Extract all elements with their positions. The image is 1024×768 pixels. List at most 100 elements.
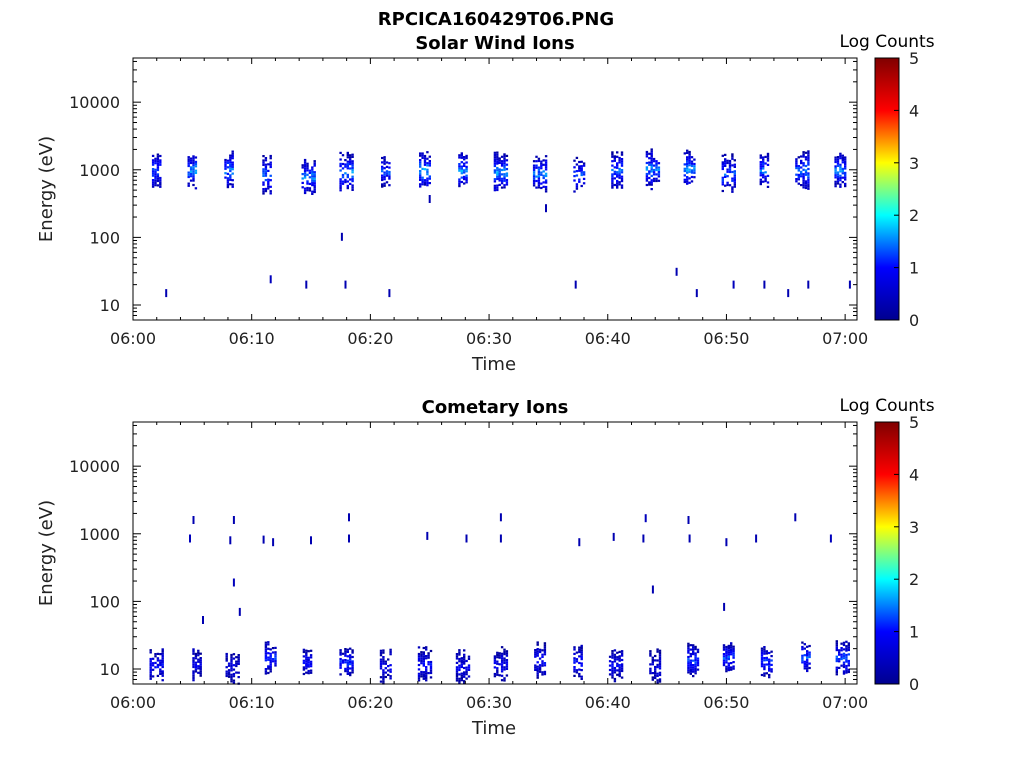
data-cell	[722, 653, 726, 656]
data-cell	[840, 649, 843, 652]
data-cell	[580, 677, 583, 680]
data-cell	[493, 160, 497, 163]
colorbar	[874, 57, 900, 321]
data-cell	[419, 161, 422, 164]
data-cell	[759, 154, 762, 157]
data-cell	[159, 176, 162, 180]
data-cell	[388, 175, 391, 178]
data-cell	[199, 663, 202, 666]
data-cell	[498, 168, 501, 171]
data-cell	[264, 668, 268, 671]
data-cell	[657, 166, 661, 169]
data-cell	[834, 158, 837, 161]
data-cell	[760, 654, 764, 657]
data-cell	[351, 155, 354, 158]
data-cell	[224, 161, 227, 164]
data-cell	[505, 168, 509, 171]
data-cell	[503, 650, 506, 653]
data-cell	[262, 155, 265, 158]
data-cell	[500, 173, 504, 176]
data-cell	[532, 182, 536, 185]
data-cell	[505, 163, 509, 166]
data-cell	[582, 171, 586, 174]
data-cell	[652, 179, 656, 183]
data-cell	[804, 182, 808, 185]
data-cell	[727, 647, 730, 650]
data-cell	[303, 163, 307, 166]
data-cell	[613, 649, 617, 652]
data-cell	[650, 183, 653, 186]
data-cell	[616, 658, 619, 661]
data-cell	[465, 161, 468, 164]
data-cell	[427, 652, 430, 655]
data-cell	[616, 155, 619, 158]
data-cell	[192, 172, 195, 176]
data-cell	[804, 169, 808, 172]
data-cell	[382, 651, 385, 654]
colorbar-tick-label: 4	[909, 465, 919, 484]
data-cell	[493, 657, 497, 660]
data-cell	[687, 671, 690, 674]
data-cell	[429, 671, 433, 675]
data-cell	[149, 677, 152, 680]
data-cell	[460, 676, 463, 680]
data-cell	[417, 652, 421, 656]
data-cell	[154, 181, 157, 185]
data-cell	[540, 182, 543, 185]
data-cell	[498, 161, 501, 164]
data-cell	[379, 651, 383, 655]
data-cell	[230, 656, 233, 659]
data-cell	[161, 652, 164, 655]
data-cell	[655, 162, 658, 165]
data-cell	[161, 650, 164, 653]
data-cell	[801, 661, 804, 664]
data-cell	[689, 661, 692, 664]
data-cell	[301, 181, 304, 184]
data-cell	[656, 672, 659, 675]
data-cell	[463, 653, 466, 656]
data-cell	[611, 179, 614, 183]
data-cell	[230, 653, 233, 657]
data-cell	[730, 642, 733, 645]
data-cell	[732, 650, 735, 653]
data-cell	[465, 176, 468, 179]
data-cell	[264, 648, 268, 651]
data-cell	[313, 162, 316, 165]
data-cell	[692, 666, 695, 669]
data-cell	[759, 183, 762, 186]
data-cell	[271, 660, 275, 663]
data-cell	[620, 654, 624, 657]
data-cell	[306, 169, 309, 172]
y-tick-label: 10	[100, 660, 120, 679]
data-cell	[307, 650, 310, 653]
data-cell	[154, 162, 157, 165]
data-cell	[806, 667, 809, 670]
data-cell	[346, 655, 349, 658]
data-cell	[230, 664, 233, 668]
data-cell	[229, 156, 232, 159]
data-cell	[618, 650, 621, 653]
data-cell	[728, 168, 732, 171]
data-cell	[493, 156, 497, 159]
data-cell	[463, 675, 466, 678]
data-cell	[648, 183, 651, 186]
data-cell	[760, 649, 764, 652]
data-cell	[686, 178, 689, 181]
data-cell	[536, 674, 539, 677]
data-cell	[313, 173, 316, 176]
colorbar	[874, 421, 900, 685]
data-cell	[500, 179, 504, 183]
data-cell	[423, 159, 427, 162]
data-cell	[384, 660, 387, 663]
data-cell	[349, 663, 352, 666]
data-cell	[423, 154, 427, 158]
data-cell	[611, 665, 614, 668]
data-cell	[689, 672, 692, 675]
data-cell	[269, 654, 272, 658]
data-cell	[844, 182, 847, 185]
plot-frame	[132, 57, 858, 321]
data-cell	[267, 658, 270, 661]
data-cell	[493, 180, 497, 183]
data-cell	[428, 182, 431, 185]
data-cell	[493, 655, 497, 658]
